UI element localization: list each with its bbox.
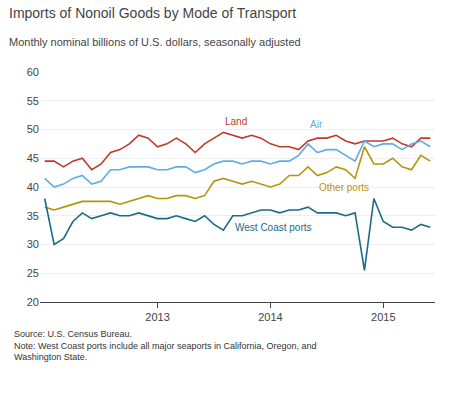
- svg-text:Other ports: Other ports: [319, 182, 369, 193]
- svg-text:40: 40: [27, 181, 39, 193]
- svg-text:25: 25: [27, 267, 39, 279]
- svg-text:2015: 2015: [371, 311, 395, 323]
- svg-text:Monthly nominal billions of U.: Monthly nominal billions of U.S. dollars…: [9, 36, 301, 48]
- svg-text:45: 45: [27, 152, 39, 164]
- svg-text:2014: 2014: [258, 311, 282, 323]
- svg-text:55: 55: [27, 95, 39, 107]
- svg-text:Air: Air: [310, 119, 323, 130]
- svg-text:30: 30: [27, 238, 39, 250]
- svg-text:Imports of Nonoil Goods by Mod: Imports of Nonoil Goods by Mode of Trans…: [9, 5, 296, 21]
- svg-text:West Coast ports: West Coast ports: [235, 222, 312, 233]
- svg-text:60: 60: [27, 66, 39, 78]
- svg-text:35: 35: [27, 210, 39, 222]
- svg-text:Land: Land: [225, 116, 247, 127]
- svg-text:20: 20: [27, 296, 39, 308]
- svg-text:50: 50: [27, 123, 39, 135]
- svg-text:Source: U.S. Census Bureau.Not: Source: U.S. Census Bureau.Note: West Co…: [14, 329, 316, 362]
- svg-text:2013: 2013: [145, 311, 169, 323]
